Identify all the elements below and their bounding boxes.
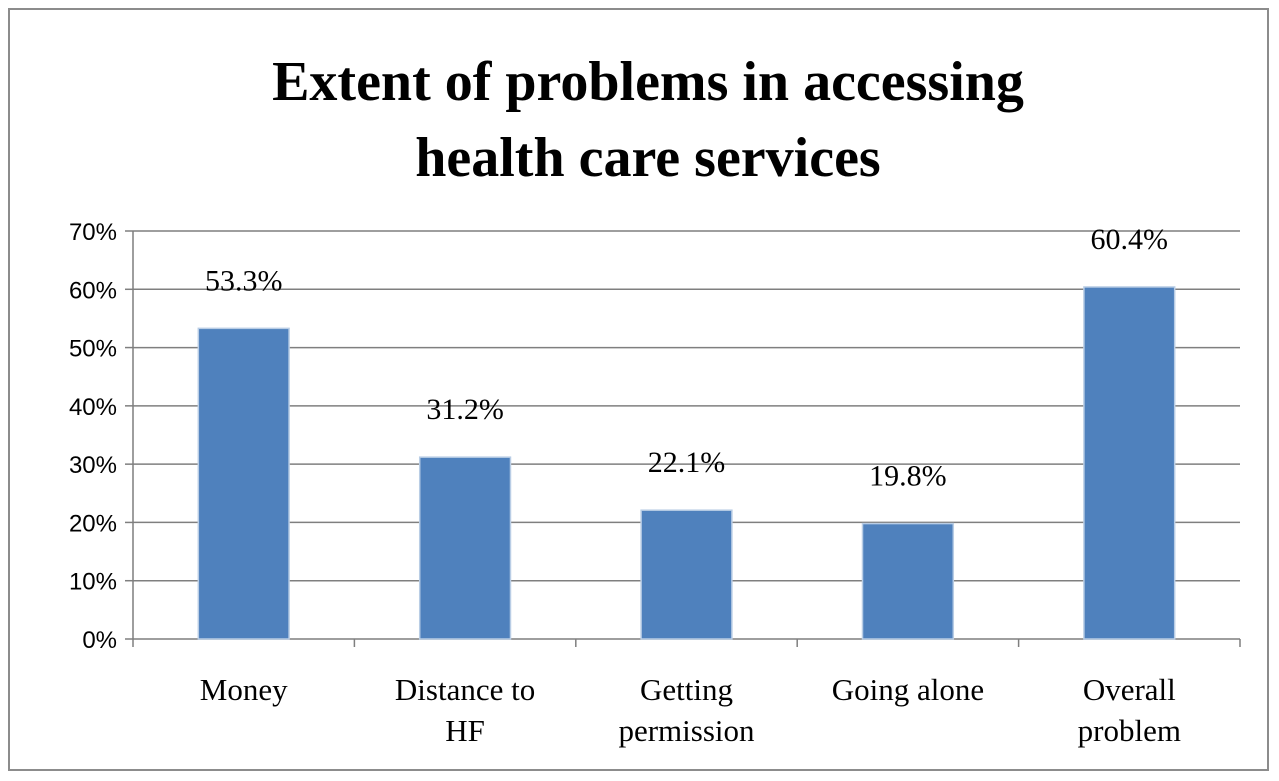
bar [197, 327, 290, 640]
category-label: Going alone [832, 672, 984, 707]
chart-title-line-1: Extent of problems in accessing [272, 51, 1024, 113]
data-label: 31.2% [426, 393, 504, 426]
y-tick-label: 70% [69, 219, 117, 246]
data-labels: 53.3% 31.2% 22.1% 19.8% 60.4% [205, 223, 1168, 493]
y-tick-label: 40% [69, 394, 117, 421]
y-tick-labels: 0% 10% 20% 30% 40% 50% 60% 70% [69, 219, 117, 654]
category-label: permission [618, 713, 755, 748]
category-label: Overall [1083, 672, 1176, 707]
y-tick-label: 30% [69, 452, 117, 479]
x-category-labels: Money Distance to HF Getting permission Going… [200, 672, 1181, 748]
chart-title: Extent of problems in accessing health c… [272, 51, 1024, 189]
data-label: 60.4% [1091, 223, 1169, 256]
y-tick-label: 0% [82, 627, 117, 654]
category-label: Getting [640, 672, 733, 707]
y-tick-label: 10% [69, 569, 117, 596]
category-label: HF [445, 713, 485, 748]
data-label: 53.3% [205, 264, 283, 297]
data-label: 19.8% [869, 460, 947, 493]
bar [861, 522, 955, 640]
y-tick-label: 60% [69, 277, 117, 304]
data-label: 22.1% [648, 446, 726, 479]
bar [1083, 286, 1176, 640]
category-label: Money [200, 672, 288, 707]
bars [197, 286, 1176, 640]
chart-title-line-2: health care services [415, 127, 880, 189]
category-label: Distance to [395, 672, 535, 707]
gridlines [133, 230, 1240, 582]
y-tick-label: 50% [69, 336, 117, 363]
category-label: problem [1078, 713, 1181, 748]
y-tick-label: 20% [69, 510, 117, 537]
bar [640, 509, 733, 640]
bar [418, 456, 512, 640]
